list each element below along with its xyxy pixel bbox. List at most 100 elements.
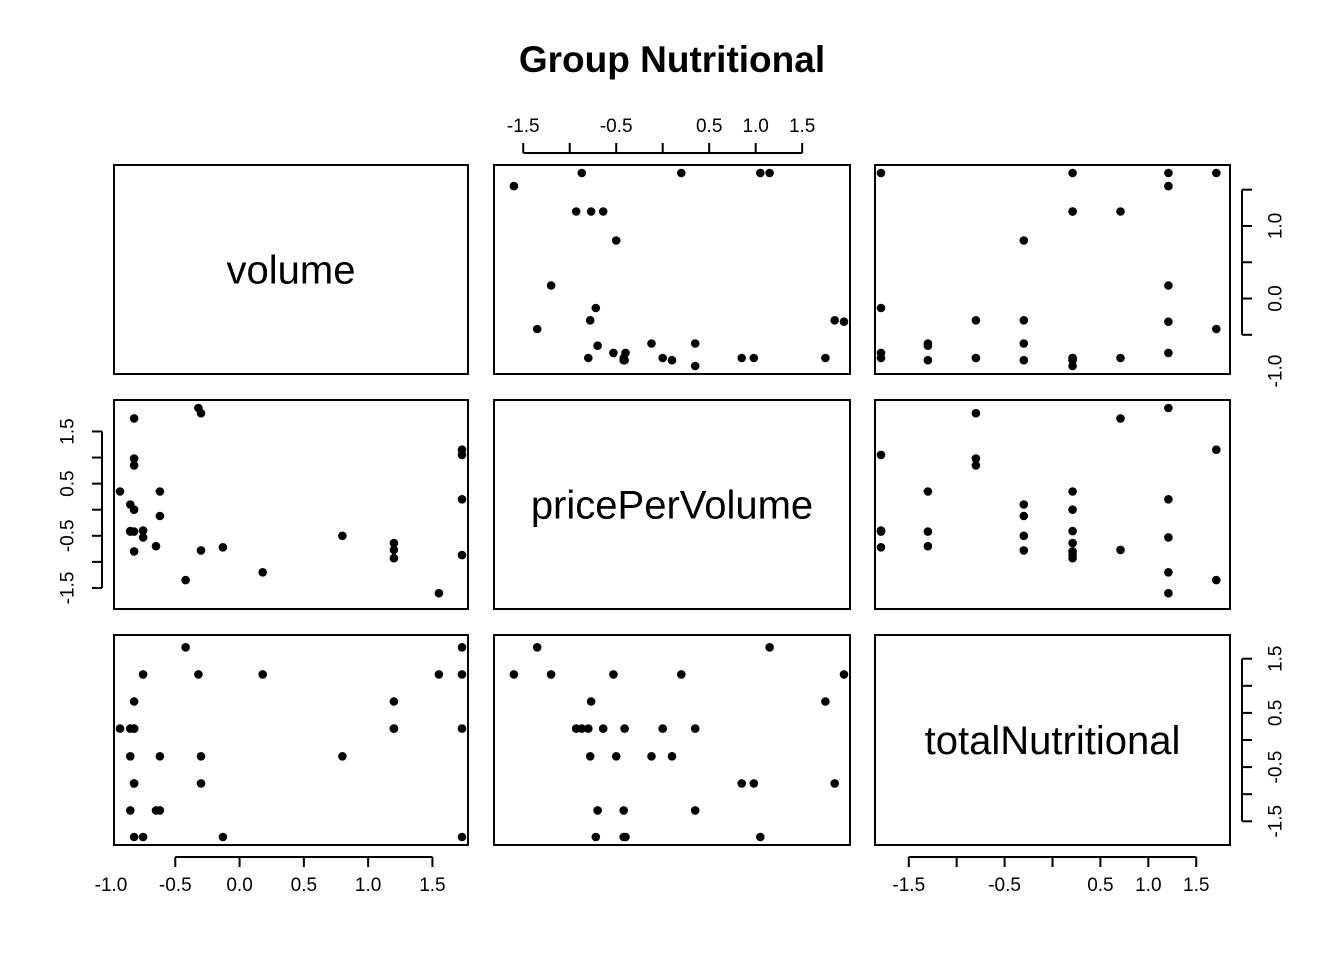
data-point-9: [756, 832, 765, 842]
data-point-20: [126, 527, 135, 536]
data-point-17: [830, 779, 839, 788]
data-point-12: [1116, 545, 1125, 555]
tick-label: 0.5: [1266, 700, 1287, 726]
data-point-30: [126, 500, 135, 509]
data-point-9: [876, 168, 886, 178]
tick-label: 1.5: [1266, 646, 1287, 672]
diagonal-label-price-per-volume: pricePerVolume: [531, 484, 813, 528]
data-point-5: [647, 339, 656, 348]
panel-frame: [874, 634, 1231, 846]
data-point-27: [1164, 495, 1173, 504]
diagonal-label-total-nutritional: totalNutritional: [925, 719, 1181, 763]
data-point-13: [609, 348, 618, 358]
data-point-4: [196, 546, 206, 555]
panel-frame: [874, 164, 1231, 375]
data-point-20: [126, 806, 135, 815]
data-point-3: [338, 531, 347, 541]
data-point-17: [196, 779, 206, 788]
data-point-12: [586, 207, 596, 216]
data-point-26: [532, 643, 542, 652]
tick-label: -1.5: [58, 572, 79, 605]
tick-label: 1.0: [1266, 213, 1287, 239]
data-point-17: [830, 316, 839, 325]
data-point-28: [839, 670, 849, 679]
data-point-28: [839, 317, 849, 327]
data-point-5: [1019, 511, 1029, 521]
data-point-21: [621, 348, 630, 358]
panel-frame: [493, 634, 851, 846]
data-point-5: [155, 511, 165, 521]
data-point-14: [620, 724, 629, 733]
data-point-23: [971, 353, 981, 363]
data-point-28: [1164, 403, 1173, 413]
data-point-19: [155, 487, 165, 496]
data-point-4: [585, 752, 595, 761]
panel-frame: [113, 164, 469, 375]
tick-label: 1.0: [742, 116, 768, 137]
data-point-28: [194, 403, 203, 413]
data-point-23: [129, 779, 139, 788]
data-point-24: [434, 670, 444, 679]
data-point-24: [509, 670, 519, 679]
data-point-20: [619, 355, 628, 365]
tick-label: 1.5: [1183, 875, 1209, 896]
tick-label: 1.0: [1135, 875, 1161, 896]
data-point-7: [591, 303, 601, 313]
panel-frame: [113, 634, 469, 846]
chart-title: Group Nutritional: [519, 39, 825, 80]
axis-top-price-per-volume: -1.5 -0.5 0.5 1.0 1.5: [507, 116, 815, 154]
tick-label: 0.0: [226, 875, 252, 896]
data-point-16: [129, 414, 139, 423]
panel-volume-vs-volume: volume: [113, 164, 469, 375]
panel-frame: [493, 164, 851, 375]
axis-left-price-per-volume: -1.5 -0.5 0.5 1.5: [58, 418, 103, 604]
tick-label: 0.0: [1266, 285, 1287, 311]
data-point-7: [591, 832, 601, 842]
data-point-20: [923, 355, 933, 365]
data-point-28: [1164, 317, 1173, 327]
data-point-22: [593, 806, 602, 815]
data-point-25: [457, 445, 467, 455]
data-point-26: [1212, 575, 1221, 585]
panel-total-nutritional-vs-total-nutritional: totalNutritional: [874, 634, 1231, 846]
data-point-10: [658, 724, 667, 733]
tick-label: -1.5: [1266, 805, 1287, 838]
data-point-15: [690, 724, 700, 733]
data-point-2: [571, 724, 581, 733]
data-point-27: [677, 168, 686, 178]
tick-label: -1.5: [892, 875, 925, 896]
data-point-16: [821, 697, 830, 706]
data-point-13: [1164, 348, 1173, 358]
tick-label: -0.5: [988, 875, 1021, 896]
tick-label: 1.5: [419, 875, 445, 896]
data-point-5: [1019, 339, 1029, 348]
diagonal-label-volume: volume: [227, 249, 356, 293]
data-point-25: [1212, 445, 1221, 455]
data-point-11: [1164, 281, 1173, 290]
tick-label: -0.5: [1266, 751, 1287, 784]
data-point-12: [389, 545, 399, 555]
data-point-29: [584, 353, 593, 363]
data-point-17: [971, 316, 981, 325]
data-point-7: [876, 303, 886, 313]
axis-bottom-volume: -1.0 -0.5 0.0 0.5 1.0 1.5: [95, 856, 446, 896]
data-point-30: [667, 355, 677, 365]
data-point-10: [658, 353, 667, 363]
panel-frame: [493, 399, 851, 610]
tick-label: -1.0: [1266, 355, 1287, 388]
data-point-7: [876, 543, 886, 552]
data-point-29: [129, 547, 139, 556]
data-point-22: [923, 341, 933, 351]
data-point-24: [1164, 588, 1173, 598]
data-point-6: [389, 538, 399, 548]
data-point-7: [218, 543, 228, 552]
data-point-25: [1212, 168, 1221, 178]
data-point-18: [129, 454, 139, 463]
data-point-3: [611, 752, 621, 761]
data-point-3: [338, 752, 347, 761]
tick-label: 1.0: [355, 875, 381, 896]
data-point-22: [923, 541, 933, 551]
data-point-6: [1068, 538, 1077, 548]
data-point-29: [1068, 547, 1077, 556]
data-point-26: [181, 575, 190, 585]
